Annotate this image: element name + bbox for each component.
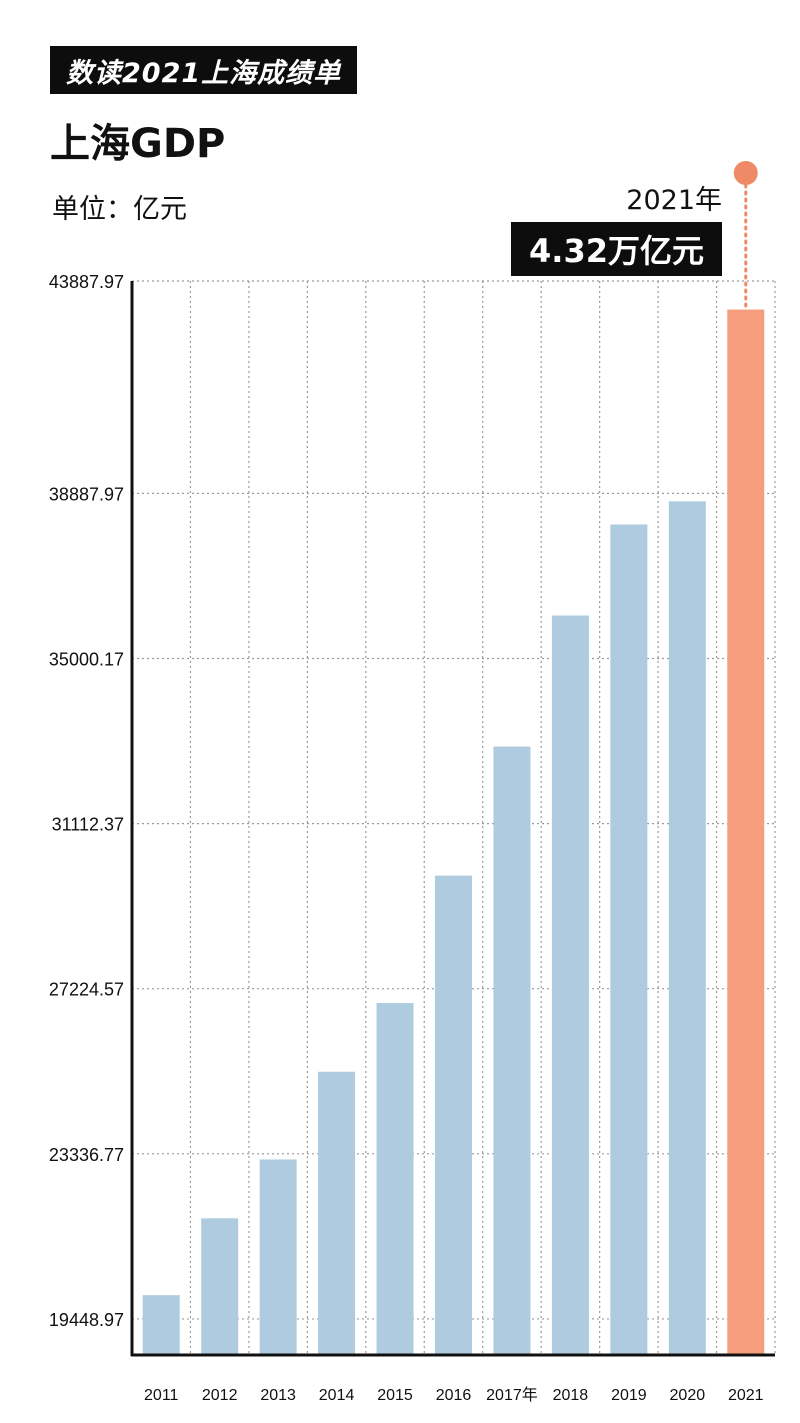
y-tick-label: 35000.17 [49, 649, 124, 669]
x-tick-label: 2015 [377, 1387, 413, 1404]
x-tick-label: 2016 [436, 1387, 472, 1404]
bar [376, 1003, 414, 1355]
bar [435, 875, 472, 1355]
y-tick-label: 19448.97 [49, 1310, 124, 1330]
y-tick-label: 23336.77 [49, 1145, 124, 1165]
bar [142, 1295, 180, 1355]
x-tick-label: 2018 [553, 1387, 589, 1404]
y-tick-label: 27224.57 [49, 980, 124, 1000]
x-tick-label: 2012 [202, 1387, 238, 1404]
bar [259, 1159, 297, 1355]
x-tick-label: 2020 [670, 1387, 706, 1404]
bar [610, 524, 648, 1355]
y-tick-label: 31112.37 [52, 815, 124, 835]
callout-year: 2021年 [626, 185, 722, 216]
y-tick-label: 38887.97 [49, 484, 124, 504]
bar-highlight [727, 309, 765, 1356]
bar [318, 1071, 356, 1355]
bar [668, 501, 706, 1356]
x-tick-label: 2014 [319, 1387, 355, 1404]
x-tick-label: 2013 [260, 1387, 296, 1404]
x-tick-label: 2017年 [486, 1386, 538, 1404]
x-tick-label: 2019 [611, 1387, 647, 1404]
callout-value: 4.32万亿元 [511, 222, 722, 276]
y-tick-label: 43887.97 [49, 272, 124, 292]
x-tick-label: 2011 [144, 1387, 179, 1404]
chart-title: 上海GDP [50, 121, 226, 167]
x-tick-label: 2021 [728, 1387, 764, 1404]
bar [201, 1218, 239, 1355]
bar [493, 746, 531, 1355]
highlight-marker-dot [733, 161, 758, 185]
bar [551, 615, 589, 1355]
unit-label: 单位：亿元 [52, 194, 187, 225]
report-banner: 数读2021上海成绩单 [50, 46, 358, 94]
